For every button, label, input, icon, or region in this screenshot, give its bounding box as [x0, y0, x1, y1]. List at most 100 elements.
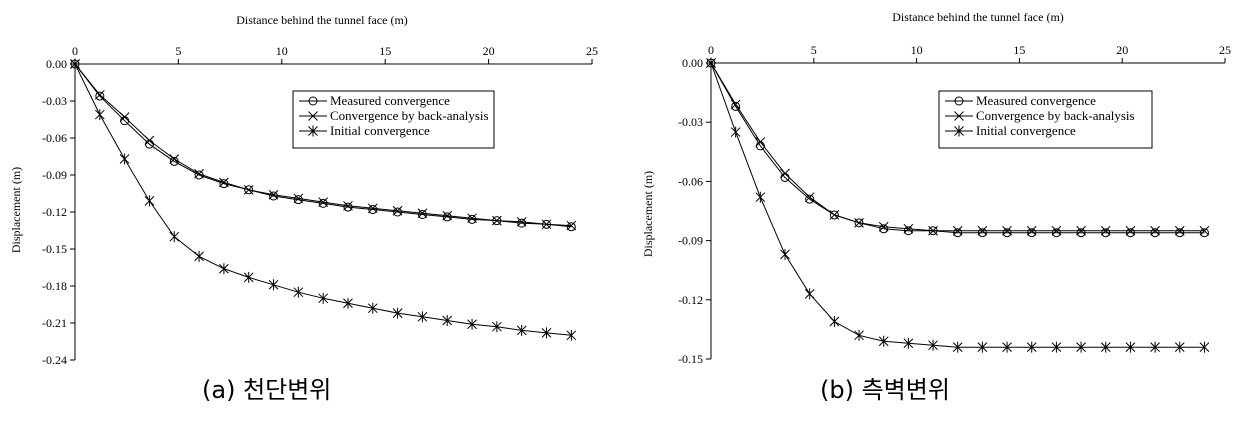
data-point-asterisk: [442, 315, 453, 327]
data-point-x: [566, 220, 577, 231]
data-point-x: [1002, 225, 1012, 236]
x-tick-label: 10: [276, 44, 288, 58]
data-point-circle: [1101, 228, 1111, 238]
x-tick-label: 0: [72, 44, 78, 58]
legend-label: Convergence by back-analysis: [330, 108, 489, 123]
data-point-circle: [343, 202, 353, 212]
y-tick-label: -0.09: [42, 168, 67, 182]
data-point-circle: [903, 226, 913, 236]
data-point-x: [492, 215, 502, 226]
legend-label: Initial convergence: [976, 123, 1076, 138]
x-tick-label: 25: [1219, 43, 1231, 57]
data-point-x: [804, 192, 815, 203]
data-point-x: [219, 177, 229, 188]
y-tick-label: -0.15: [678, 352, 703, 366]
data-point-asterisk: [878, 335, 889, 347]
data-point-asterisk: [928, 339, 938, 351]
data-point-asterisk: [829, 316, 840, 328]
data-point-x: [367, 203, 378, 214]
data-point-x: [169, 154, 180, 164]
data-point-asterisk: [1125, 341, 1136, 353]
data-point-asterisk: [566, 329, 577, 341]
y-tick-label: 0.00: [682, 56, 703, 70]
data-point-x: [119, 112, 130, 122]
data-point-circle: [1051, 228, 1061, 238]
data-point-x: [1076, 225, 1086, 236]
y-tick-label: 0.00: [46, 57, 67, 71]
data-point-asterisk: [977, 341, 988, 353]
data-point-asterisk: [755, 191, 766, 203]
x-tick-label: 15: [1013, 43, 1025, 57]
y-tick-label: -0.09: [678, 234, 703, 248]
y-axis-title: Displacement (m): [9, 167, 23, 253]
data-point-asterisk: [854, 329, 864, 341]
data-point-asterisk: [730, 126, 741, 138]
data-point-circle: [1027, 228, 1037, 238]
data-point-x: [1026, 225, 1037, 236]
data-point-circle: [417, 209, 427, 219]
y-tick-label: -0.03: [678, 115, 703, 129]
legend-label: Convergence by back-analysis: [976, 108, 1135, 123]
data-point-asterisk: [1100, 341, 1111, 353]
x-tick-label: 10: [911, 43, 923, 57]
data-point-asterisk: [194, 250, 204, 262]
data-point-asterisk: [1026, 341, 1037, 353]
data-point-x: [144, 135, 155, 146]
legend-label: Measured convergence: [330, 93, 450, 108]
data-point-asterisk: [268, 279, 279, 291]
data-point-x: [755, 137, 766, 147]
data-point-x: [1199, 225, 1210, 236]
data-point-x: [516, 217, 527, 227]
data-point-circle: [1199, 228, 1209, 238]
data-point-x: [730, 99, 741, 110]
legend-marker-asterisk: [308, 125, 318, 137]
data-point-asterisk: [952, 341, 963, 353]
data-point-asterisk: [706, 57, 716, 69]
data-point-x: [467, 213, 477, 224]
data-point-x: [1150, 225, 1160, 236]
chart-a: 0 5 10 15 20 25 0.00 -0.03 -0.06 -0.09 -0.12 -0.15 -…: [9, 13, 598, 367]
chart-panel-a: 0 5 10 15 20 25 0.00 -0.03 -0.06 -0.09 -0.12 -0.15 -…: [0, 0, 620, 427]
y-tick-label: -0.21: [42, 316, 67, 330]
data-point-asterisk: [541, 327, 552, 339]
data-point-asterisk: [243, 271, 254, 283]
data-point-x: [854, 217, 864, 228]
data-point-asterisk: [804, 288, 815, 300]
data-point-asterisk: [467, 318, 477, 330]
data-point-circle: [977, 228, 987, 238]
data-point-asterisk: [516, 324, 527, 336]
data-point-asterisk: [1051, 341, 1062, 353]
data-point-x: [928, 225, 938, 236]
data-point-asterisk: [169, 231, 180, 243]
data-point-circle: [805, 194, 815, 204]
data-point-x: [1174, 225, 1185, 236]
data-point-x: [243, 184, 254, 195]
y-tick-label: -0.12: [42, 205, 67, 219]
data-point-asterisk: [392, 307, 403, 319]
x-tick-label: 25: [586, 44, 598, 58]
data-point-circle: [517, 218, 527, 228]
data-point-x: [541, 219, 552, 230]
chart-panel-b: 0 5 10 15 20 25 0.00 -0.03 -0.06 -0.09 -0.12 -0.15 D…: [630, 0, 1243, 427]
data-point-circle: [566, 222, 576, 232]
y-tick-label: -0.06: [678, 174, 703, 188]
x-tick-label: 15: [379, 44, 391, 58]
data-point-circle: [731, 101, 741, 111]
data-point-x: [343, 200, 353, 211]
data-point-asterisk: [417, 311, 428, 323]
data-point-circle: [293, 195, 303, 205]
data-point-asterisk: [219, 263, 229, 275]
legend-marker-x: [308, 111, 318, 121]
y-tick-label: -0.18: [42, 279, 67, 293]
chart-caption-b: (b) 측벽변위: [820, 376, 950, 404]
data-point-x: [194, 168, 204, 179]
data-point-x: [977, 225, 988, 236]
x-tick-label: 0: [708, 43, 714, 57]
data-point-circle: [442, 212, 452, 222]
data-point-circle: [854, 218, 864, 228]
x-tick-label: 5: [811, 43, 817, 57]
legend-label: Initial convergence: [330, 123, 430, 138]
data-point-x: [952, 225, 963, 236]
